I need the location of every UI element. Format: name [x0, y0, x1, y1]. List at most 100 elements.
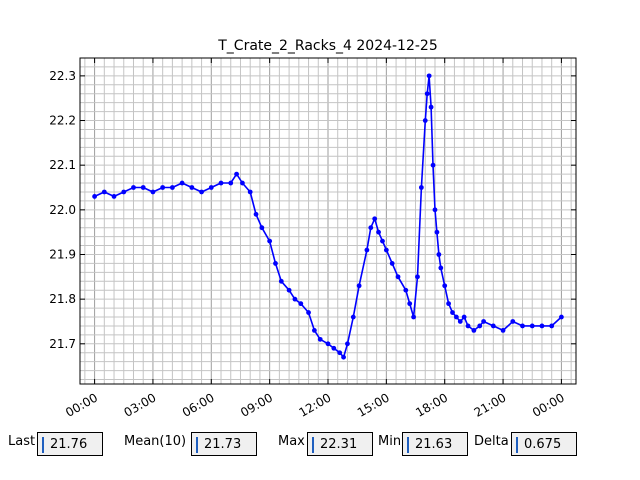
data-point	[450, 310, 455, 315]
data-point	[461, 314, 467, 320]
data-point	[559, 314, 564, 320]
data-point	[306, 310, 311, 315]
data-point	[368, 225, 374, 231]
data-point	[376, 229, 381, 235]
max-label: Max	[278, 434, 305, 449]
data-point	[500, 328, 506, 333]
data-point	[337, 350, 343, 356]
data-point	[477, 323, 483, 329]
data-point	[415, 274, 420, 280]
y-tick-label: 22.1	[49, 158, 76, 172]
data-point	[395, 274, 401, 280]
mean-label: Mean(10)	[124, 434, 187, 449]
data-point	[465, 323, 471, 329]
y-tick-label: 22.0	[49, 203, 76, 217]
data-point	[208, 185, 214, 190]
data-point	[311, 328, 317, 333]
data-point	[434, 229, 440, 235]
data-point	[199, 189, 204, 195]
y-tick-label: 22.2	[49, 114, 76, 128]
y-tick-label: 21.9	[49, 247, 76, 261]
data-point	[150, 189, 156, 195]
data-point	[317, 336, 323, 342]
min-label: Min	[378, 434, 402, 449]
data-point	[189, 185, 195, 190]
delta-value-field: 0.675	[511, 432, 577, 456]
data-point	[426, 73, 432, 79]
data-point	[111, 194, 117, 199]
data-point	[364, 247, 370, 253]
x-tick-label: 12:00	[297, 390, 334, 419]
data-point	[407, 301, 413, 307]
data-point	[169, 185, 175, 190]
delta-label: Delta	[474, 434, 509, 449]
data-point	[325, 341, 331, 347]
y-tick-label: 21.8	[49, 292, 76, 306]
chart-title: T_Crate_2_Racks_4 2024-12-25	[217, 38, 438, 54]
data-point	[267, 238, 273, 244]
x-tick-label: 00:00	[530, 390, 567, 419]
data-point	[383, 247, 389, 253]
data-point	[234, 171, 239, 177]
axes: 21.7 21.8 21.9 22.0 22.1 22.2 22.3 00:00 03:00 06…	[49, 57, 577, 420]
data-point	[418, 185, 424, 190]
data-point	[253, 211, 259, 217]
data-point	[520, 323, 525, 329]
data-point	[510, 319, 516, 324]
last-label: Last	[8, 434, 36, 449]
data-point	[471, 328, 477, 333]
data-point	[453, 314, 459, 320]
data-point	[92, 194, 97, 199]
data-point	[490, 323, 496, 329]
data-point	[240, 180, 245, 186]
data-point	[286, 287, 292, 293]
data-point	[140, 185, 146, 190]
data-point	[389, 261, 395, 266]
data-point	[436, 252, 442, 257]
x-tick-label: 15:00	[355, 390, 392, 419]
data-point	[529, 323, 535, 329]
series-line	[92, 73, 564, 360]
data-point	[218, 180, 224, 186]
data-point	[292, 296, 298, 302]
data-point	[350, 314, 356, 320]
data-point	[121, 189, 127, 195]
data-point	[259, 225, 265, 231]
x-tick-label: 03:00	[121, 390, 158, 419]
x-tick-label: 18:00	[413, 390, 450, 419]
mean-value-field: 21.73	[191, 432, 257, 456]
grid	[80, 57, 576, 384]
data-point	[356, 283, 362, 289]
data-point	[160, 185, 166, 190]
chart: T_Crate_2_Racks_4 2024-12-25 21.7 21.8 21.…	[49, 38, 577, 420]
y-tick-label: 21.7	[49, 337, 76, 351]
data-point	[428, 104, 434, 110]
data-point	[131, 185, 136, 190]
data-point	[228, 180, 234, 186]
x-tick-label: 00:00	[63, 390, 100, 419]
x-tick-label: 21:00	[472, 390, 509, 419]
min-value-field: 21.63	[402, 432, 468, 456]
data-point	[442, 283, 448, 289]
data-point	[298, 301, 304, 307]
data-point	[438, 265, 444, 271]
data-point	[179, 180, 185, 186]
data-point	[432, 207, 438, 213]
x-tick-label: 09:00	[238, 390, 275, 419]
data-point	[101, 189, 107, 195]
data-point	[247, 189, 253, 195]
data-point	[380, 238, 385, 244]
data-point	[331, 345, 337, 351]
data-point	[403, 287, 409, 293]
y-tick-label: 22.3	[49, 69, 76, 83]
data-point	[424, 91, 430, 97]
data-point	[539, 323, 545, 329]
last-value-field: 21.76	[37, 432, 103, 456]
data-point	[341, 354, 346, 360]
data-point	[430, 162, 436, 168]
data-point	[411, 314, 416, 320]
data-point	[273, 261, 278, 266]
series-path	[94, 75, 562, 359]
max-value-field: 22.31	[307, 432, 373, 456]
data-point	[422, 118, 428, 123]
